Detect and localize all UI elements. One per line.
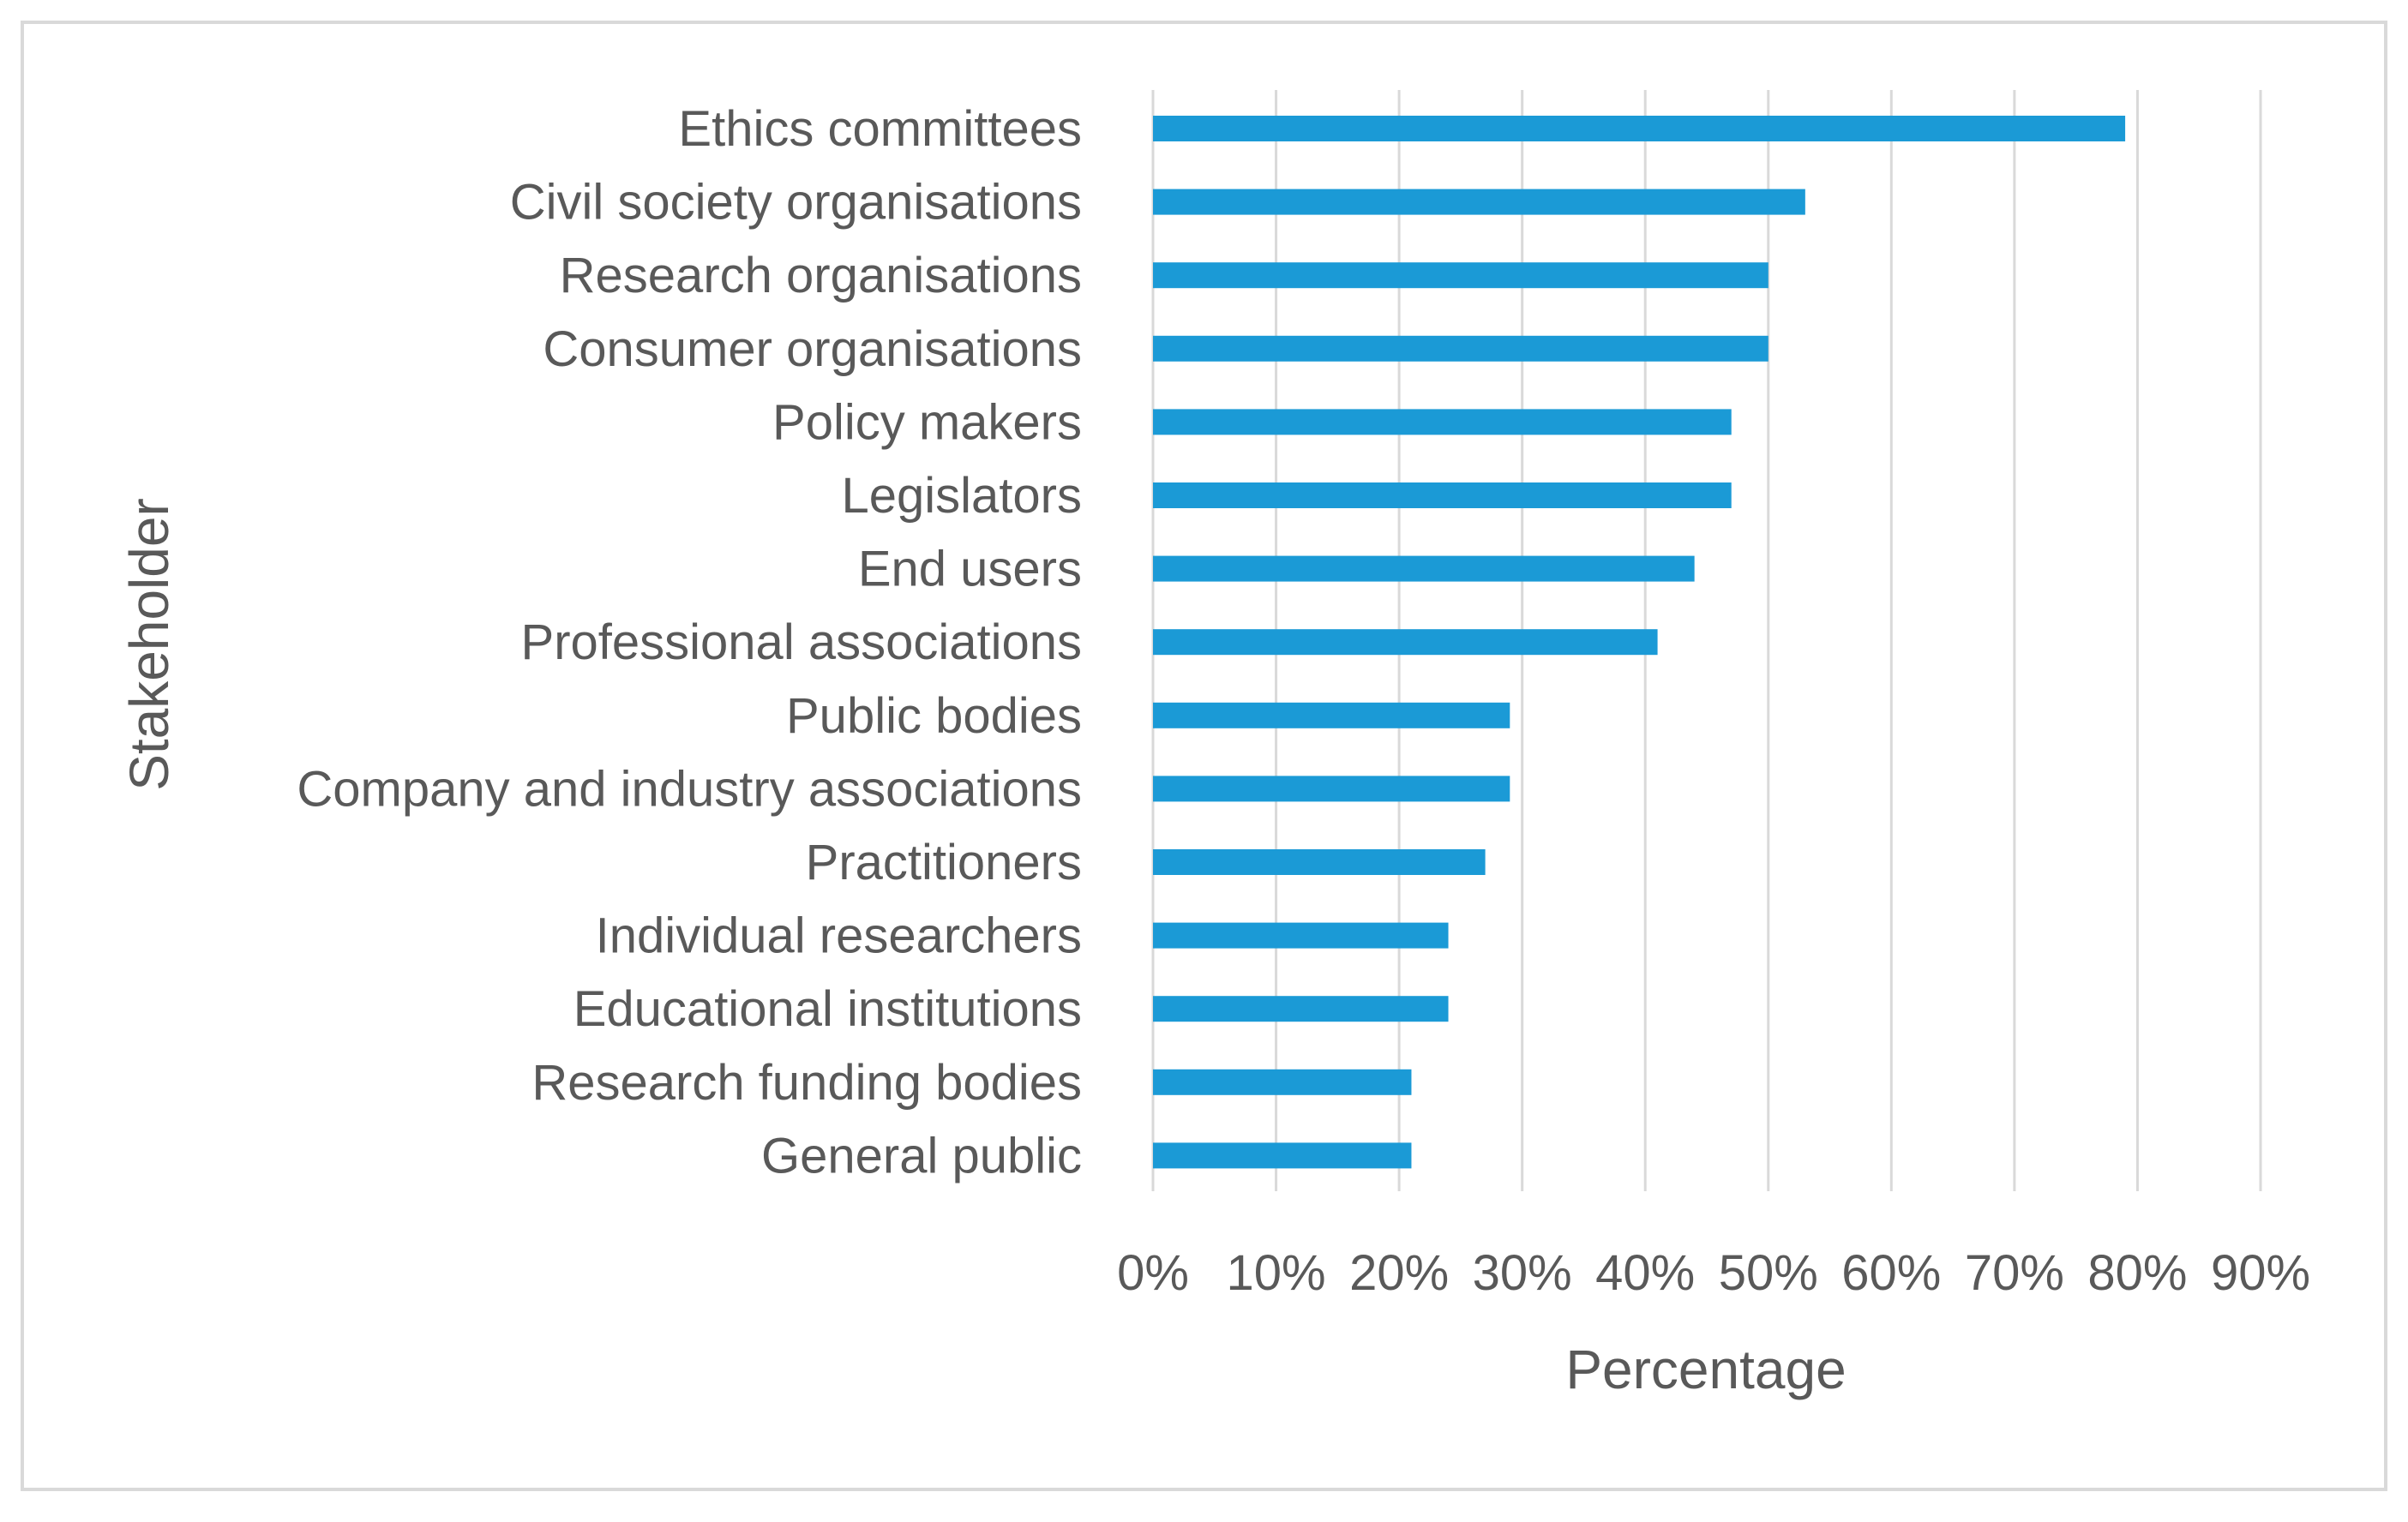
category-label: Policy makers bbox=[772, 394, 1082, 450]
bar bbox=[1153, 849, 1486, 875]
x-tick-labels: 0% 10% 20% 30% 40% 50% 60% 70% 80% 90% bbox=[1117, 1245, 2310, 1301]
category-label: Practitioners bbox=[806, 835, 1082, 890]
category-label: General public bbox=[761, 1128, 1082, 1183]
bar bbox=[1153, 482, 1732, 508]
x-tick-label: 80% bbox=[2087, 1245, 2187, 1301]
x-tick-label: 40% bbox=[1595, 1245, 1695, 1301]
x-tick-label: 50% bbox=[1719, 1245, 1818, 1301]
y-axis-title: Stakeholder bbox=[118, 498, 180, 791]
category-labels: Ethics committees Civil society organisat… bbox=[297, 101, 1082, 1183]
bar bbox=[1153, 116, 2126, 141]
bars bbox=[1153, 116, 2126, 1169]
category-label: End users bbox=[858, 542, 1082, 597]
bar bbox=[1153, 1142, 1412, 1169]
bar bbox=[1153, 335, 1768, 362]
category-label: Educational institutions bbox=[573, 981, 1082, 1037]
x-tick-label: 30% bbox=[1473, 1245, 1572, 1301]
bar bbox=[1153, 922, 1449, 949]
category-label: Consumer organisations bbox=[543, 321, 1082, 377]
x-tick-label: 60% bbox=[1841, 1245, 1941, 1301]
bar bbox=[1153, 1069, 1412, 1095]
x-tick-label: 20% bbox=[1349, 1245, 1449, 1301]
category-label: Individual researchers bbox=[596, 908, 1082, 964]
x-tick-label: 0% bbox=[1117, 1245, 1189, 1301]
bar bbox=[1153, 996, 1449, 1022]
category-label: Legislators bbox=[842, 468, 1082, 524]
bar bbox=[1153, 629, 1658, 656]
bar bbox=[1153, 555, 1695, 582]
x-axis-title: Percentage bbox=[1565, 1339, 1846, 1400]
category-label: Civil society organisations bbox=[510, 175, 1082, 231]
category-label: Public bodies bbox=[786, 688, 1082, 744]
category-label: Company and industry associations bbox=[297, 761, 1082, 817]
category-label: Ethics committees bbox=[678, 101, 1082, 157]
category-label: Research organisations bbox=[560, 248, 1082, 303]
bar bbox=[1153, 262, 1768, 289]
bar bbox=[1153, 702, 1510, 728]
category-label: Research funding bodies bbox=[531, 1055, 1082, 1111]
bar bbox=[1153, 776, 1510, 802]
x-tick-label: 90% bbox=[2211, 1245, 2310, 1301]
bar bbox=[1153, 189, 1805, 215]
x-tick-label: 70% bbox=[1965, 1245, 2064, 1301]
category-label: Professional associations bbox=[521, 614, 1082, 670]
x-tick-label: 10% bbox=[1227, 1245, 1326, 1301]
bar bbox=[1153, 409, 1732, 435]
